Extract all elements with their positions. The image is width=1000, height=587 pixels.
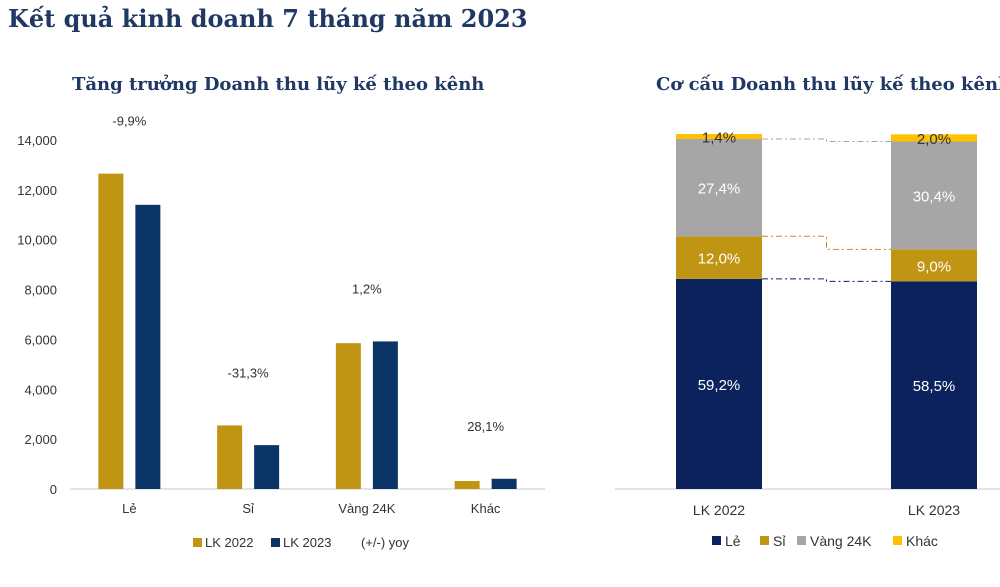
stack-segment (676, 236, 762, 279)
bar-lk2023 (135, 204, 161, 490)
legend-swatch-right (760, 536, 769, 545)
right-chart-title: Cơ cấu Doanh thu lũy kế theo kênh (656, 74, 1000, 95)
y-tick-label: 14,000 (17, 133, 57, 148)
legend-label-right: Vàng 24K (810, 533, 872, 549)
bar-lk2022 (217, 425, 243, 489)
yoy-label: -9,9% (112, 114, 146, 129)
bar-lk2022 (454, 481, 480, 489)
legend-swatch-right (712, 536, 721, 545)
bar-lk2023 (491, 478, 517, 489)
yoy-label: 28,1% (467, 419, 504, 434)
legend-label-lk2022: LK 2022 (205, 535, 253, 550)
stack-segment (891, 281, 977, 489)
y-tick-label: 6,000 (24, 332, 57, 347)
y-tick-label: 0 (50, 482, 57, 497)
legend-label-lk2023: LK 2023 (283, 535, 331, 550)
stack-segment (676, 134, 762, 139)
left-chart-title: Tăng trưởng Doanh thu lũy kế theo kênh (72, 74, 485, 95)
x-tick-label: Khác (471, 501, 501, 516)
segment-label: 1,4% (702, 129, 736, 146)
stack-segment (676, 278, 762, 489)
segment-label: 9,0% (917, 258, 951, 275)
segment-label: 58,5% (913, 378, 956, 395)
y-tick-label: 8,000 (24, 283, 57, 298)
connector-line (762, 138, 891, 142)
legend-swatch-lk2023 (271, 538, 280, 547)
legend-label-yoy: (+/-) yoy (361, 535, 410, 550)
page-title: Kết quả kinh doanh 7 tháng năm 2023 (8, 4, 528, 33)
y-tick-label: 2,000 (24, 432, 57, 447)
legend-label-right: Lẻ (725, 533, 741, 549)
legend-swatch-right (893, 536, 902, 545)
y-tick-label: 4,000 (24, 382, 57, 397)
bar-lk2022 (335, 343, 361, 489)
segment-label: 30,4% (913, 188, 956, 205)
bar-lk2023 (372, 341, 398, 489)
x-tick-label: Lẻ (122, 501, 136, 516)
stack-segment (891, 141, 977, 250)
bar-lk2022 (98, 173, 124, 489)
segment-label: 2,0% (917, 131, 951, 148)
legend-label-right: Sỉ (773, 533, 786, 549)
legend-label-right: Khác (906, 533, 938, 549)
connector-line (762, 278, 891, 282)
y-tick-label: 12,000 (17, 183, 57, 198)
x-tick-label: Sỉ (242, 501, 254, 516)
legend-swatch-right (797, 536, 806, 545)
stack-segment (891, 134, 977, 142)
yoy-label: -31,3% (228, 365, 270, 380)
x-tick-label-right: LK 2023 (908, 502, 960, 518)
segment-label: 59,2% (698, 377, 741, 394)
stack-segment (891, 249, 977, 282)
stack-segment (676, 138, 762, 237)
legend-swatch-lk2022 (193, 538, 202, 547)
yoy-label: 1,2% (352, 281, 382, 296)
x-tick-label-right: LK 2022 (693, 502, 745, 518)
segment-label: 27,4% (698, 181, 741, 198)
connector-line (762, 235, 891, 250)
bar-lk2023 (254, 445, 280, 489)
segment-label: 12,0% (698, 251, 741, 268)
x-tick-label: Vàng 24K (338, 501, 395, 516)
y-tick-label: 10,000 (17, 233, 57, 248)
